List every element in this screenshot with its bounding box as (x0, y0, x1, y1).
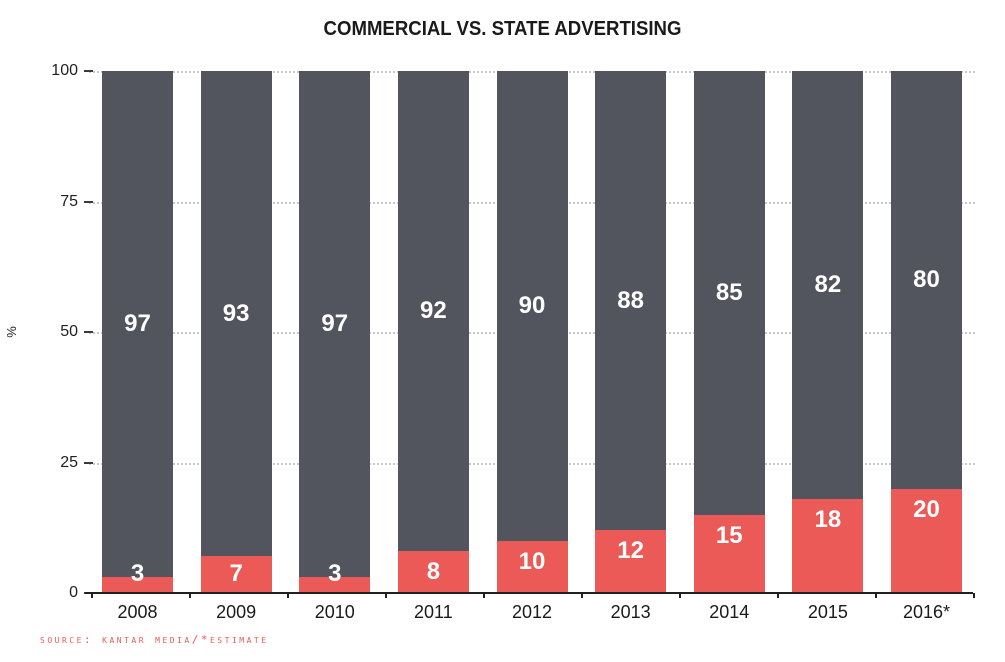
y-axis-title: % (4, 326, 19, 338)
bar-segment-state (595, 530, 667, 593)
bar-value-label-commercial: 90 (518, 291, 546, 319)
bar-value-label-state: 7 (229, 560, 243, 587)
bar-segment-commercial: 90 (496, 71, 568, 541)
bar-segment-commercial: 92 (397, 71, 469, 552)
x-tick (875, 593, 877, 598)
x-axis-line (85, 592, 973, 594)
bar-segment-state (496, 540, 568, 593)
y-tick (84, 331, 93, 333)
x-tick (287, 593, 289, 598)
bar-segment-state (102, 577, 173, 593)
bar-value-label-commercial: 92 (420, 297, 447, 325)
bar-value-label-state: 3 (328, 560, 342, 587)
bar-column: 88 12 (595, 71, 667, 593)
bar-column: 85 15 (693, 71, 765, 593)
x-tick (385, 593, 387, 598)
x-tick-label: 2013 (610, 602, 651, 622)
bar-segment-commercial: 97 (299, 71, 371, 578)
bar-segment-state (299, 577, 371, 593)
x-tick (777, 593, 779, 598)
y-tick-label: 0 (69, 584, 78, 601)
y-tick-label: 75 (60, 192, 78, 210)
plot-area: 97 3 93 7 97 3 92 8 90 10 88 12 85 15 82 18 80 20 (84, 70, 975, 598)
bar-segment-state (891, 488, 962, 593)
bar-value-label-commercial: 97 (124, 310, 151, 338)
bar-value-label-commercial: 97 (321, 310, 349, 338)
x-tick (189, 593, 191, 598)
bar-segment-commercial: 93 (200, 71, 272, 557)
bar-value-label-state: 20 (913, 495, 940, 523)
bar-value-label-state: 18 (814, 506, 842, 534)
bar-segment-state (693, 514, 765, 593)
bar-segment-commercial: 85 (693, 71, 765, 515)
bar-value-label-state: 12 (617, 537, 644, 565)
bar-segment-commercial: 88 (595, 71, 667, 531)
bar-segment-state (397, 551, 469, 593)
x-axis-labels: 2008 2009 2010 2011 2012 2013 2014 2015 2016* (89, 602, 975, 623)
bars-container: 97 3 93 7 97 3 92 8 90 10 88 12 85 15 82 18 80 20 (89, 71, 975, 593)
x-tick-label: 2012 (511, 602, 553, 622)
bar-column: 92 8 (397, 71, 469, 593)
y-tick (84, 70, 93, 72)
x-tick-label: 2008 (117, 602, 158, 622)
x-tick-label: 2009 (216, 602, 257, 622)
bar-column: 90 10 (496, 71, 568, 593)
x-tick (581, 593, 583, 598)
bar-column: 97 3 (299, 71, 371, 593)
x-tick (483, 593, 485, 598)
x-tick-label: 2010 (314, 602, 355, 622)
bar-value-label-commercial: 88 (617, 286, 644, 314)
bar-value-label-commercial: 85 (715, 278, 743, 306)
source-note: Source: Kantar Media/*Estimate (40, 633, 269, 646)
bar-value-label-commercial: 82 (814, 271, 842, 299)
bar-value-label-commercial: 80 (913, 265, 940, 293)
x-tick (973, 593, 975, 598)
bar-value-label-state: 3 (130, 560, 145, 587)
bar-column: 97 3 (102, 71, 173, 593)
y-tick-label: 100 (51, 62, 78, 79)
x-tick (679, 593, 681, 598)
y-tick (84, 461, 93, 464)
y-tick-label: 25 (60, 453, 78, 471)
chart-title: COMMERCIAL VS. STATE ADVERTISING (323, 18, 682, 40)
bar-segment-state (792, 499, 864, 593)
bar-value-label-commercial: 93 (222, 299, 250, 327)
bar-value-label-state: 10 (518, 547, 546, 575)
bar-segment-commercial: 80 (891, 71, 962, 489)
bar-value-label-state: 15 (715, 521, 743, 549)
x-tick-label: 2014 (709, 602, 750, 622)
bar-column: 82 18 (792, 71, 864, 593)
x-tick (91, 593, 93, 598)
x-tick-label: 2015 (807, 602, 848, 622)
x-tick-label: 2016* (902, 602, 951, 622)
bar-segment-commercial: 97 (102, 71, 173, 578)
x-tick-label: 2011 (414, 602, 453, 622)
bar-segment-commercial: 82 (792, 71, 864, 500)
bar-value-label-state: 8 (426, 558, 441, 586)
bar-segment-state (200, 556, 272, 593)
y-tick-label: 50 (60, 323, 78, 340)
bar-column: 93 7 (200, 71, 272, 593)
bar-column: 80 20 (891, 71, 962, 593)
y-tick (84, 200, 93, 203)
